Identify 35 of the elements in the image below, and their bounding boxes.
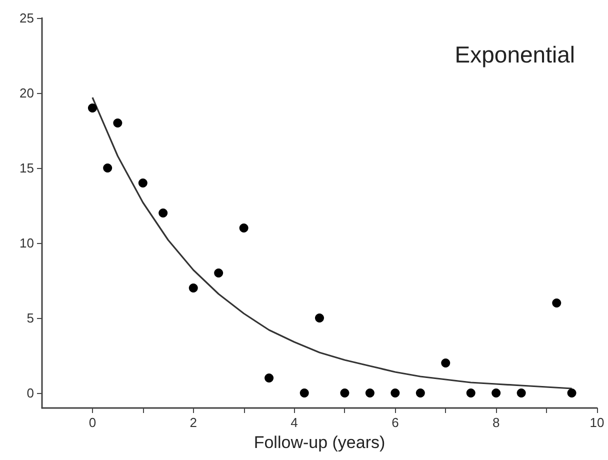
point <box>466 388 476 398</box>
point <box>214 268 224 278</box>
text: Exponential <box>454 42 576 68</box>
point <box>315 314 324 322</box>
y-tick-label: 15 <box>20 160 34 176</box>
x-tick-label: 8 <box>492 415 500 430</box>
point <box>552 298 562 308</box>
point <box>567 388 576 398</box>
y-tick-label: 5 <box>26 310 34 326</box>
point <box>188 284 198 292</box>
point <box>441 358 450 368</box>
x-tick-label: 4 <box>290 415 298 430</box>
x-tick-label: 6 <box>392 415 399 430</box>
point <box>239 224 248 232</box>
y-tick-label: 20 <box>20 86 34 100</box>
point <box>113 118 122 128</box>
point <box>103 164 112 172</box>
point <box>264 374 274 382</box>
point <box>138 178 148 188</box>
point <box>88 104 97 112</box>
y-tick-label: 10 <box>20 236 34 250</box>
point <box>516 388 526 398</box>
point <box>365 388 374 398</box>
x-axis-title: Follow-up (years) <box>254 432 386 452</box>
y-tick-label: 0 <box>26 386 34 400</box>
y-tick-label: 25 <box>20 10 34 26</box>
point <box>158 208 168 218</box>
x-tick-label: 10 <box>590 415 604 430</box>
point <box>416 388 425 398</box>
point <box>300 388 309 398</box>
x-tick-label: 0 <box>88 415 96 430</box>
x-tick-label: 2 <box>190 415 197 430</box>
point <box>492 388 501 398</box>
point <box>390 388 400 398</box>
point <box>340 388 350 398</box>
